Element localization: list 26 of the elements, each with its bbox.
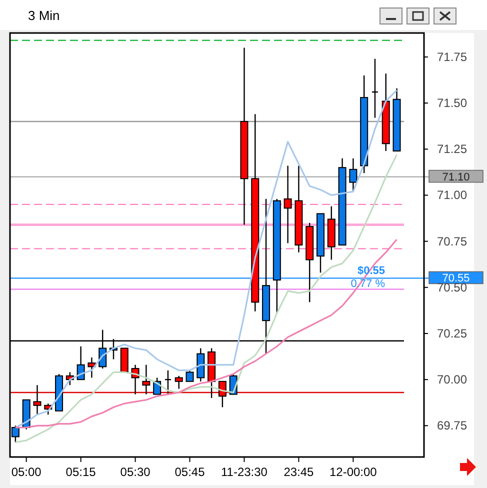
x-tick-label: 12-00:00 bbox=[329, 465, 378, 479]
y-tick-label: 71.00 bbox=[437, 188, 468, 202]
candlestick bbox=[349, 158, 358, 192]
x-tick-label: 05:15 bbox=[66, 465, 96, 479]
line-series bbox=[14, 154, 398, 444]
candlestick bbox=[196, 348, 205, 382]
y-tick-label: 70.25 bbox=[437, 326, 468, 340]
candlestick bbox=[174, 375, 183, 390]
y-tick-label: 69.75 bbox=[437, 418, 468, 433]
ref-line-label: 71.10 bbox=[442, 171, 470, 184]
x-tick-label: 05:45 bbox=[174, 465, 206, 479]
candlestick bbox=[284, 165, 292, 244]
y-tick-label: 70.75 bbox=[437, 234, 468, 248]
candlestick bbox=[142, 364, 150, 395]
candlestick bbox=[33, 384, 42, 416]
y-tick-label: 71.75 bbox=[437, 50, 468, 64]
x-tick-label: 11-23:30 bbox=[220, 465, 268, 479]
y-tick-label: 71.50 bbox=[437, 96, 468, 110]
x-tick-label: 05:30 bbox=[120, 465, 151, 479]
candlestick bbox=[120, 348, 128, 373]
chart-title: 3 Min bbox=[28, 8, 60, 23]
y-tick-label: 70.00 bbox=[437, 372, 468, 387]
x-tick-label: 23:45 bbox=[284, 465, 314, 479]
y-tick-label: 71.25 bbox=[437, 142, 468, 156]
x-tick-label: 05:00 bbox=[11, 465, 42, 479]
candlestick bbox=[186, 370, 194, 382]
